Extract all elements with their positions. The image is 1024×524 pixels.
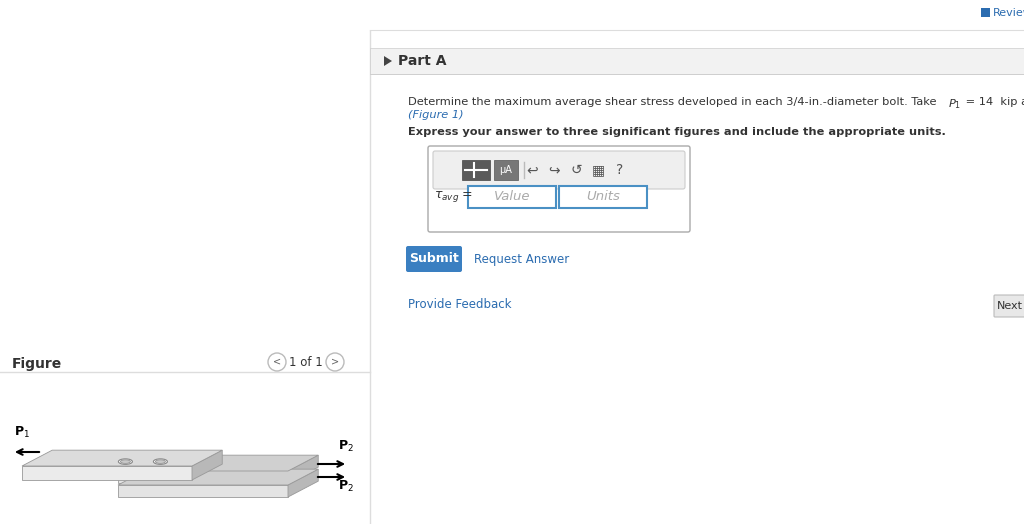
- Text: Figure: Figure: [12, 357, 62, 371]
- FancyBboxPatch shape: [428, 146, 690, 232]
- Ellipse shape: [156, 460, 166, 463]
- FancyBboxPatch shape: [994, 295, 1024, 317]
- Text: $\mathbf{P}_2$: $\mathbf{P}_2$: [338, 479, 354, 494]
- Text: Next: Next: [997, 301, 1023, 311]
- Text: μA: μA: [500, 165, 512, 175]
- Text: Review: Review: [993, 8, 1024, 18]
- Text: Value: Value: [494, 191, 530, 203]
- Text: (Figure 1): (Figure 1): [408, 110, 464, 120]
- Polygon shape: [118, 471, 288, 483]
- Ellipse shape: [121, 460, 130, 463]
- Text: Submit: Submit: [410, 253, 459, 266]
- Polygon shape: [118, 485, 288, 497]
- Text: $\tau_{avg}$ =: $\tau_{avg}$ =: [434, 190, 473, 204]
- Bar: [468, 186, 556, 208]
- Text: $P_1$: $P_1$: [948, 97, 962, 111]
- Bar: [494, 160, 518, 180]
- Circle shape: [268, 353, 286, 371]
- Ellipse shape: [154, 459, 167, 464]
- Text: $\mathbf{P}_1$: $\mathbf{P}_1$: [14, 425, 30, 440]
- Text: <: <: [273, 357, 281, 367]
- Polygon shape: [118, 469, 318, 485]
- Text: Express your answer to three significant figures and include the appropriate uni: Express your answer to three significant…: [408, 127, 946, 137]
- Polygon shape: [193, 450, 222, 480]
- Polygon shape: [22, 466, 193, 480]
- Polygon shape: [384, 56, 392, 66]
- Text: Request Answer: Request Answer: [474, 253, 569, 266]
- Text: Determine the maximum average shear stress developed in each 3/4-in.-diameter bo: Determine the maximum average shear stre…: [408, 97, 940, 107]
- Text: ↪: ↪: [548, 163, 560, 177]
- Text: = 14  kip and: = 14 kip and: [962, 97, 1024, 107]
- Bar: [559, 186, 647, 208]
- Polygon shape: [118, 455, 318, 471]
- Text: >: >: [331, 357, 339, 367]
- FancyBboxPatch shape: [433, 151, 685, 189]
- Text: Units: Units: [586, 191, 620, 203]
- Text: Part A: Part A: [398, 54, 446, 68]
- Polygon shape: [22, 450, 222, 466]
- Polygon shape: [288, 469, 318, 497]
- FancyBboxPatch shape: [406, 246, 462, 272]
- Text: ↩: ↩: [526, 163, 538, 177]
- Text: ▦: ▦: [592, 163, 604, 177]
- Circle shape: [326, 353, 344, 371]
- Text: Provide Feedback: Provide Feedback: [408, 298, 512, 311]
- Bar: [370, 48, 1024, 74]
- Bar: [0, 0, 1024, 30]
- Text: ?: ?: [616, 163, 624, 177]
- Text: ↺: ↺: [570, 163, 582, 177]
- Bar: [462, 160, 490, 180]
- Text: 1 of 1: 1 of 1: [289, 355, 323, 368]
- Ellipse shape: [119, 459, 132, 464]
- Text: $\mathbf{P}_2$: $\mathbf{P}_2$: [338, 439, 354, 454]
- Polygon shape: [288, 455, 318, 483]
- Bar: [981, 8, 990, 17]
